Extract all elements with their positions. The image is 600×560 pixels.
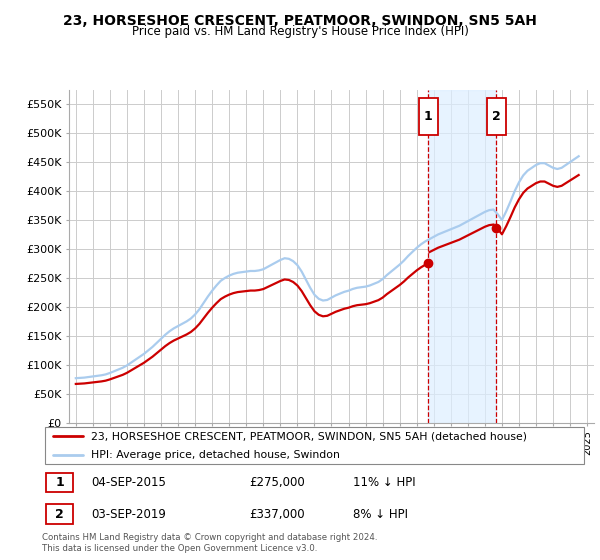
Text: 2: 2 [492,110,501,123]
Text: £275,000: £275,000 [250,476,305,489]
Text: 2: 2 [55,507,64,521]
FancyBboxPatch shape [46,505,73,524]
FancyBboxPatch shape [487,98,506,134]
Text: 04-SEP-2015: 04-SEP-2015 [91,476,166,489]
Bar [428,90,496,423]
FancyBboxPatch shape [46,473,73,492]
FancyBboxPatch shape [45,427,584,464]
Text: 23, HORSESHOE CRESCENT, PEATMOOR, SWINDON, SN5 5AH (detached house): 23, HORSESHOE CRESCENT, PEATMOOR, SWINDO… [91,432,527,441]
Text: £337,000: £337,000 [250,507,305,521]
Text: HPI: Average price, detached house, Swindon: HPI: Average price, detached house, Swin… [91,450,340,460]
Text: 03-SEP-2019: 03-SEP-2019 [91,507,166,521]
Text: 23, HORSESHOE CRESCENT, PEATMOOR, SWINDON, SN5 5AH: 23, HORSESHOE CRESCENT, PEATMOOR, SWINDO… [63,14,537,28]
Text: 11% ↓ HPI: 11% ↓ HPI [353,476,416,489]
Text: Contains HM Land Registry data © Crown copyright and database right 2024.
This d: Contains HM Land Registry data © Crown c… [42,533,377,553]
Text: 1: 1 [55,476,64,489]
Text: 8% ↓ HPI: 8% ↓ HPI [353,507,408,521]
FancyBboxPatch shape [419,98,437,134]
Text: 1: 1 [424,110,433,123]
Text: Price paid vs. HM Land Registry's House Price Index (HPI): Price paid vs. HM Land Registry's House … [131,25,469,38]
